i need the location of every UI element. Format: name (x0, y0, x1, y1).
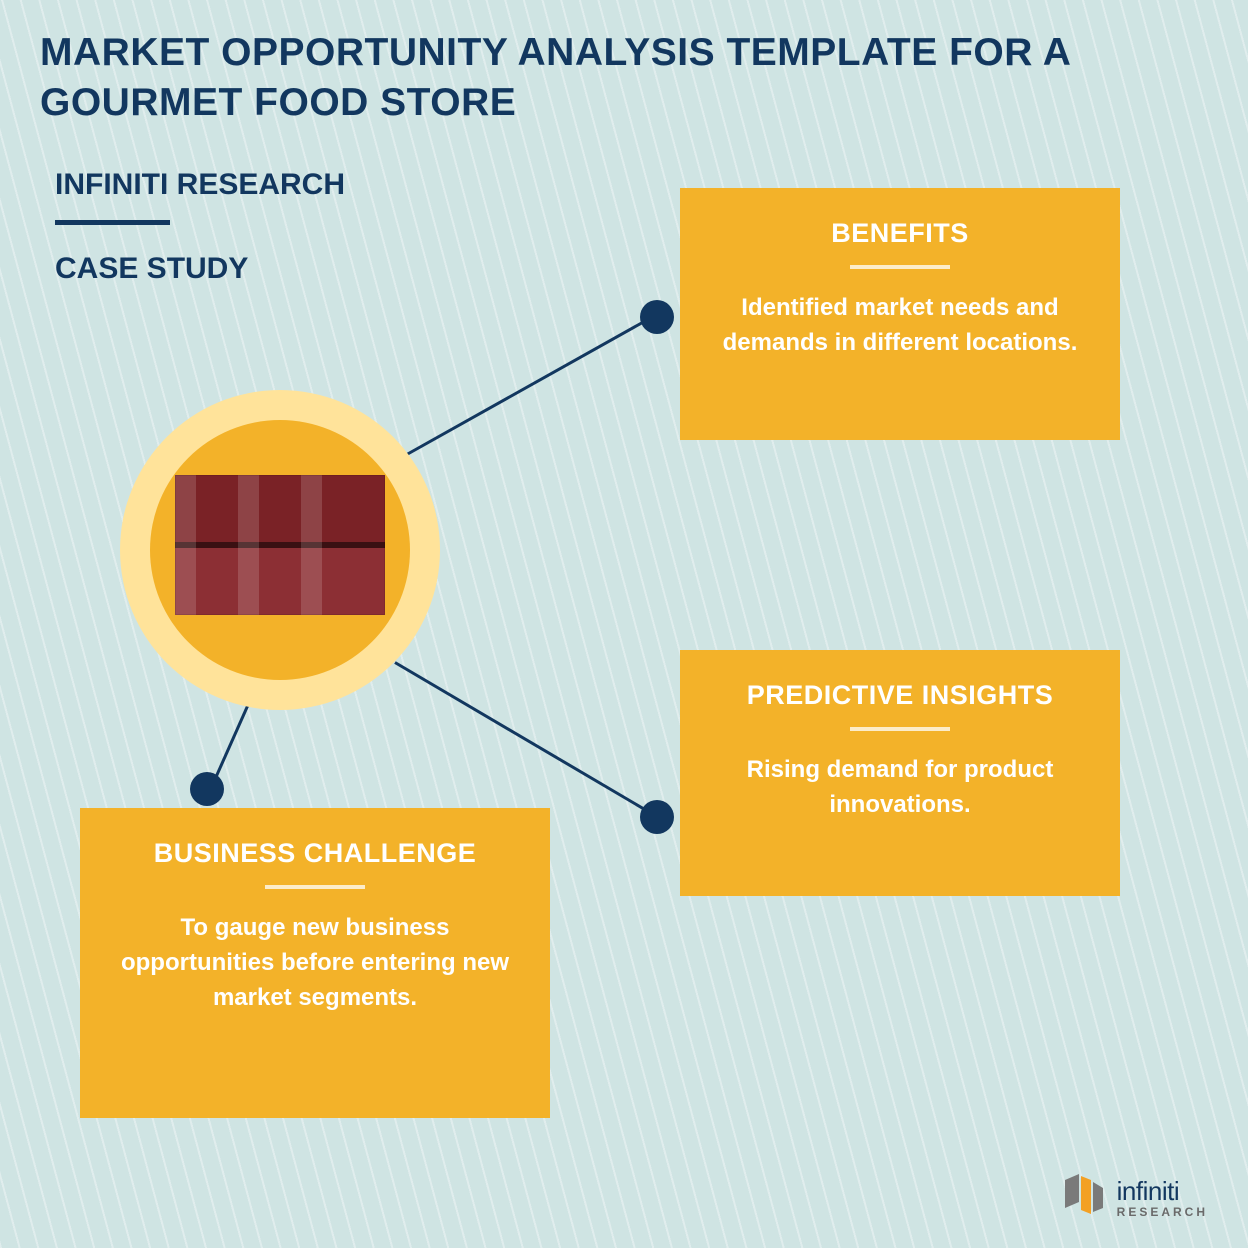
card-divider (850, 727, 950, 731)
logo-text: infiniti RESEARCH (1117, 1178, 1208, 1218)
infiniti-logo: infiniti RESEARCH (1061, 1172, 1208, 1218)
connector-node (190, 772, 224, 806)
card-title: BENEFITS (708, 218, 1092, 249)
insights-card: PREDICTIVE INSIGHTS Rising demand for pr… (680, 650, 1120, 896)
challenge-card: BUSINESS CHALLENGE To gauge new business… (80, 808, 550, 1118)
card-body: Rising demand for product innovations. (708, 753, 1092, 823)
card-divider (850, 265, 950, 269)
connector-node (640, 800, 674, 834)
hub-image-meat-display (175, 475, 385, 615)
page-title: MARKET OPPORTUNITY ANALYSIS TEMPLATE FOR… (40, 28, 1208, 128)
logo-mark-icon (1061, 1172, 1107, 1218)
logo-sub: RESEARCH (1117, 1206, 1208, 1218)
card-title: BUSINESS CHALLENGE (108, 838, 522, 869)
logo-brand: infiniti (1117, 1178, 1208, 1204)
benefits-card: BENEFITS Identified market needs and dem… (680, 188, 1120, 440)
card-divider (265, 885, 365, 889)
card-body: To gauge new business opportunities befo… (108, 911, 522, 1015)
connector-node (640, 300, 674, 334)
org-name: INFINITI RESEARCH (55, 168, 345, 202)
title-divider (55, 220, 170, 225)
card-body: Identified market needs and demands in d… (708, 291, 1092, 361)
card-title: PREDICTIVE INSIGHTS (708, 680, 1092, 711)
case-study-tag: CASE STUDY (55, 252, 248, 286)
